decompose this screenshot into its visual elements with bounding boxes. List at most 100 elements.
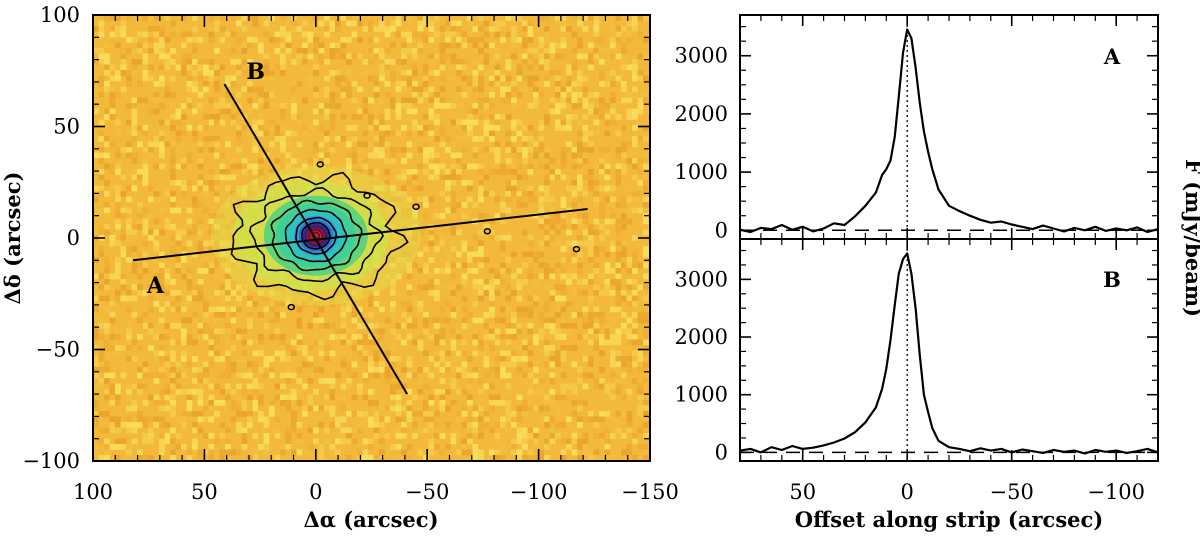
map-noise-pixel-1859 xyxy=(131,235,138,241)
map-noise-pixel-2669 xyxy=(489,328,495,335)
map-noise-pixel-862 xyxy=(351,114,358,120)
map-noise-pixel-3096 xyxy=(252,378,259,384)
map-noise-pixel-2819 xyxy=(302,345,308,351)
map-noise-pixel-513 xyxy=(494,70,501,76)
map-noise-pixel-123 xyxy=(450,26,457,32)
map-noise-pixel-494 xyxy=(313,70,319,76)
map-noise-pixel-883 xyxy=(604,114,611,120)
map-noise-pixel-648 xyxy=(472,86,479,93)
map-noise-pixel-1448 xyxy=(225,185,231,192)
map-noise-pixel-297 xyxy=(285,48,292,54)
map-noise-pixel-1681 xyxy=(148,213,154,219)
map-noise-pixel-2508 xyxy=(258,312,264,318)
map-noise-pixel-3285 xyxy=(423,400,429,406)
map-noise-pixel-590 xyxy=(247,81,253,87)
map-noise-pixel-2477 xyxy=(379,306,385,313)
map-noise-pixel-3724 xyxy=(560,449,567,456)
map-noise-pixel-3308 xyxy=(170,405,176,412)
map-noise-pixel-693 xyxy=(516,92,523,98)
map-noise-pixel-763 xyxy=(219,103,226,109)
map-noise-pixel-499 xyxy=(379,70,385,76)
map-noise-pixel-519 xyxy=(599,70,605,76)
map-noise-pixel-536 xyxy=(225,75,231,82)
map-noise-pixel-3130 xyxy=(170,383,176,390)
map-noise-pixel-562 xyxy=(516,75,523,82)
map-noise-pixel-163 xyxy=(324,31,330,38)
map-noise-pixel-504 xyxy=(412,70,418,76)
map-noise-pixel-1143 xyxy=(516,147,523,153)
map-noise-pixel-595 xyxy=(351,81,358,87)
map-source-emission xyxy=(210,165,421,306)
map-noise-pixel-2348 xyxy=(434,290,440,296)
map-noise-pixel-2497 xyxy=(615,306,622,313)
map-noise-pixel-3341 xyxy=(516,405,523,412)
map-noise-pixel-2788 xyxy=(522,339,528,346)
map-noise-pixel-2562 xyxy=(384,317,391,324)
map-noise-pixel-1120 xyxy=(263,147,270,153)
map-noise-pixel-3368 xyxy=(302,411,308,417)
map-noise-pixel-105 xyxy=(241,26,248,32)
map-noise-pixel-2299 xyxy=(472,284,479,291)
map-noise-pixel-3041 xyxy=(142,372,149,379)
map-noise-pixel-542 xyxy=(335,75,341,82)
map-noise-pixel-2447 xyxy=(588,301,594,307)
map-noise-pixel-1315 xyxy=(357,169,363,175)
map-noise-pixel-1376 xyxy=(483,174,490,181)
map-noise-pixel-1773 xyxy=(142,224,149,230)
map-noise-pixel-2516 xyxy=(362,312,369,318)
map-noise-pixel-3704 xyxy=(329,449,336,456)
map-noise-pixel-1223 xyxy=(357,158,363,164)
map-noise-pixel-3265 xyxy=(197,400,204,406)
map-noise-pixel-3300 xyxy=(582,400,589,406)
map-noise-pixel-2810 xyxy=(137,345,143,351)
map-noise-pixel-2111 xyxy=(555,262,561,269)
map-noise-pixel-1001 xyxy=(384,130,391,137)
map-noise-pixel-1270 xyxy=(439,163,446,170)
map-noise-pixel-3375 xyxy=(384,411,391,417)
map-noise-pixel-2684 xyxy=(615,328,622,335)
map-noise-pixel-1108 xyxy=(115,147,121,153)
map-noise-pixel-422 xyxy=(527,59,534,65)
map-noise-pixel-2872 xyxy=(478,350,484,357)
map-noise-pixel-2845 xyxy=(164,350,171,357)
map-noise-pixel-3055 xyxy=(263,372,270,379)
map-noise-pixel-2801 xyxy=(637,339,644,346)
map-noise-pixel-1896 xyxy=(109,240,116,247)
map-noise-pixel-1394 xyxy=(170,180,176,186)
map-noise-pixel-791 xyxy=(511,103,517,109)
map-noise-pixel-688 xyxy=(456,92,462,98)
map-noise-pixel-350 xyxy=(379,53,385,60)
map-noise-pixel-173 xyxy=(445,31,451,38)
map-noise-pixel-748 xyxy=(621,97,627,104)
map-noise-pixel-1442 xyxy=(181,185,187,192)
map-noise-pixel-3596 xyxy=(115,438,121,445)
map-noise-pixel-2025 xyxy=(604,251,611,258)
map-noise-pixel-28 xyxy=(406,15,413,21)
map-noise-pixel-3039 xyxy=(120,372,127,379)
map-noise-pixel-2912 xyxy=(362,356,369,362)
map-noise-pixel-320 xyxy=(549,48,556,54)
map-noise-pixel-522 xyxy=(632,70,638,76)
map-noise-pixel-878 xyxy=(544,114,550,120)
map-noise-pixel-160 xyxy=(285,31,292,38)
map-noise-pixel-2676 xyxy=(549,328,556,335)
map-noise-pixel-2805 xyxy=(104,345,110,351)
map-noise-pixel-3455 xyxy=(93,422,99,428)
map-noise-pixel-2688 xyxy=(643,328,649,335)
map-noise-pixel-840 xyxy=(626,108,633,115)
map-noise-pixel-3411 xyxy=(175,416,182,423)
map-noise-pixel-833 xyxy=(549,108,556,115)
map-noise-pixel-155 xyxy=(225,31,231,38)
map-noise-pixel-667 xyxy=(153,92,160,98)
map-noise-pixel-2459 xyxy=(203,306,209,313)
map-noise-pixel-2153 xyxy=(472,268,479,274)
map-noise-pixel-3725 xyxy=(571,449,578,456)
map-noise-pixel-2534 xyxy=(588,312,594,318)
map-noise-pixel-3079 xyxy=(522,372,528,379)
map-noise-pixel-841 xyxy=(632,108,638,115)
map-noise-pixel-3593 xyxy=(643,433,649,439)
map-noise-pixel-925 xyxy=(555,119,561,126)
map-noise-pixel-1440 xyxy=(148,185,154,192)
map-noise-pixel-3045 xyxy=(170,372,176,379)
map-noise-pixel-3090 xyxy=(104,378,110,384)
